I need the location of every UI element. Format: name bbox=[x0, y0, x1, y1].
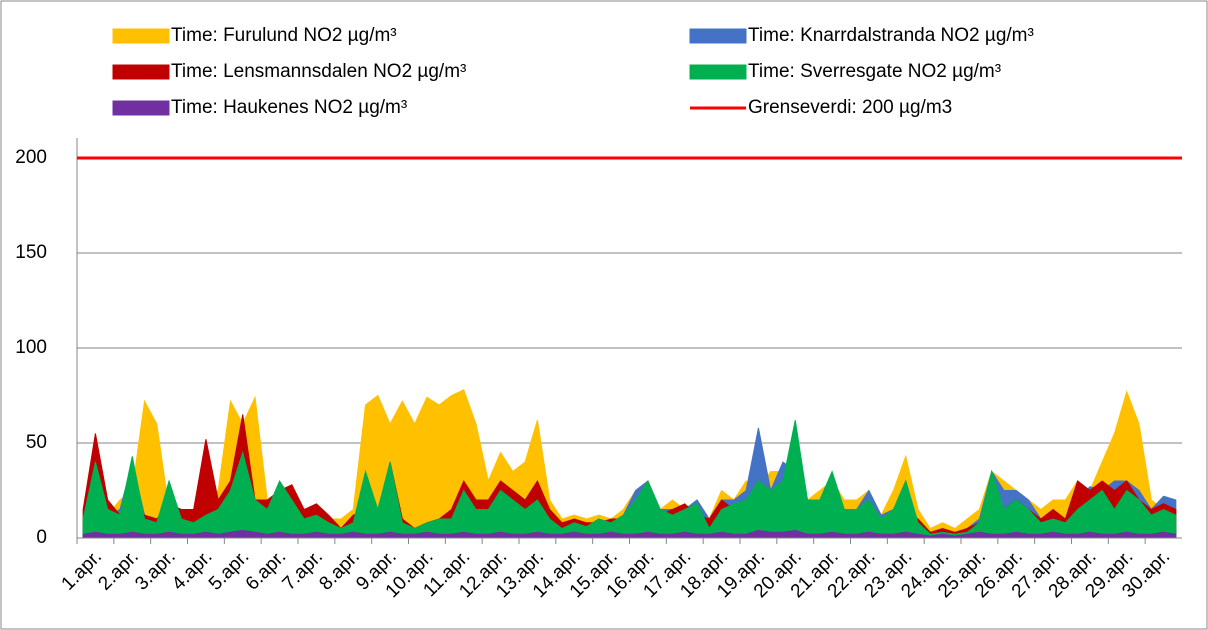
area bbox=[82, 420, 1177, 539]
legend-label: Grenseverdi: 200 µg/m3 bbox=[748, 97, 952, 118]
y-tick-label: 50 bbox=[26, 432, 47, 453]
legend-swatch bbox=[112, 64, 170, 80]
y-tick-label: 150 bbox=[15, 242, 47, 263]
area bbox=[82, 529, 1177, 539]
legend-swatch bbox=[112, 28, 170, 44]
legend-label: Time: Furulund NO2 µg/m³ bbox=[171, 25, 397, 46]
legend-swatch bbox=[112, 100, 170, 116]
legend-label: Time: Knarrdalstranda NO2 µg/m³ bbox=[748, 25, 1034, 46]
legend-swatch bbox=[689, 64, 747, 80]
legend-swatch bbox=[689, 28, 747, 44]
legend-label: Time: Lensmannsdalen NO2 µg/m³ bbox=[171, 61, 466, 82]
legend-label: Time: Haukenes NO2 µg/m³ bbox=[171, 97, 407, 118]
y-tick-label: 100 bbox=[15, 337, 47, 358]
legend-label: Time: Sverresgate NO2 µg/m³ bbox=[748, 61, 1001, 82]
y-tick-label: 200 bbox=[15, 147, 47, 168]
y-tick-label: 0 bbox=[36, 527, 47, 548]
